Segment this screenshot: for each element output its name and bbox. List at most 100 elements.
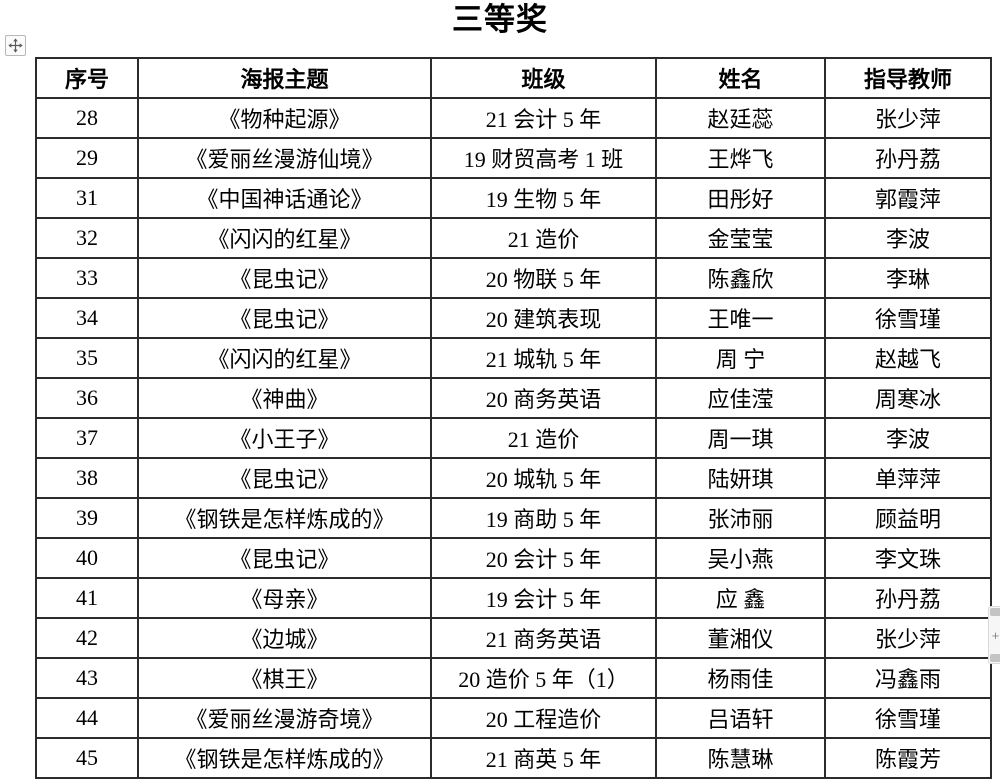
table-cell[interactable]: 王烨飞: [655, 137, 826, 179]
table-cell[interactable]: 张沛丽: [655, 497, 826, 539]
table-cell[interactable]: 杨雨佳: [655, 657, 826, 699]
table-cell[interactable]: 20 造价 5 年（1）: [430, 657, 657, 699]
table-cell[interactable]: 《神曲》: [137, 377, 432, 419]
table-cell[interactable]: 张少萍: [824, 97, 992, 139]
table-cell[interactable]: 44: [35, 697, 139, 739]
table-cell[interactable]: 32: [35, 217, 139, 259]
table-cell[interactable]: 31: [35, 177, 139, 219]
table-cell[interactable]: 陆妍琪: [655, 457, 826, 499]
table-cell[interactable]: 应佳滢: [655, 377, 826, 419]
table-cell[interactable]: 21 会计 5 年: [430, 97, 657, 139]
table-cell[interactable]: 张少萍: [824, 617, 992, 659]
table-cell[interactable]: 《昆虫记》: [137, 257, 432, 299]
table-cell[interactable]: 《中国神话通论》: [137, 177, 432, 219]
table-cell[interactable]: 45: [35, 737, 139, 779]
table-cell[interactable]: 《物种起源》: [137, 97, 432, 139]
header-serial[interactable]: 序号: [35, 57, 139, 99]
table-cell[interactable]: 郭霞萍: [824, 177, 992, 219]
table-cell[interactable]: 21 商务英语: [430, 617, 657, 659]
table-cell[interactable]: 田彤好: [655, 177, 826, 219]
table-cell[interactable]: 徐雪瑾: [824, 297, 992, 339]
table-cell[interactable]: 《边城》: [137, 617, 432, 659]
table-cell[interactable]: 33: [35, 257, 139, 299]
table-row: 28 《物种起源》 21 会计 5 年赵廷蕊 张少萍: [35, 97, 992, 139]
table-cell[interactable]: 周 宁: [655, 337, 826, 379]
table-cell[interactable]: 21 商英 5 年: [430, 737, 657, 779]
table-cell[interactable]: 陈鑫欣: [655, 257, 826, 299]
table-cell[interactable]: 37: [35, 417, 139, 459]
table-cell[interactable]: 孙丹荔: [824, 137, 992, 179]
table-cell[interactable]: 李波: [824, 417, 992, 459]
table-cell[interactable]: 《昆虫记》: [137, 457, 432, 499]
table-cell[interactable]: 20 建筑表现: [430, 297, 657, 339]
table-cell[interactable]: 34: [35, 297, 139, 339]
table-cell[interactable]: 《爱丽丝漫游奇境》: [137, 697, 432, 739]
table-cell[interactable]: 《母亲》: [137, 577, 432, 619]
page-title[interactable]: 三等奖: [452, 2, 548, 37]
table-cell[interactable]: 《闪闪的红星》: [137, 217, 432, 259]
table-cell[interactable]: 20 工程造价: [430, 697, 657, 739]
table-cell[interactable]: 36: [35, 377, 139, 419]
table-cell[interactable]: 陈霞芳: [824, 737, 992, 779]
header-poster-theme[interactable]: 海报主题: [137, 57, 432, 99]
header-class[interactable]: 班级: [430, 57, 657, 99]
table-cell[interactable]: 20 物联 5 年: [430, 257, 657, 299]
table-cell[interactable]: 20 会计 5 年: [430, 537, 657, 579]
table-cell[interactable]: 21 城轨 5 年: [430, 337, 657, 379]
table-cell[interactable]: 42: [35, 617, 139, 659]
table-cell[interactable]: 《昆虫记》: [137, 537, 432, 579]
table-cell[interactable]: 39: [35, 497, 139, 539]
header-advisor[interactable]: 指导教师: [824, 57, 992, 99]
table-cell[interactable]: 孙丹荔: [824, 577, 992, 619]
table-row: 44 《爱丽丝漫游奇境》 20 工程造价 吕语轩 徐雪瑾: [35, 697, 992, 739]
table-cell[interactable]: 李琳: [824, 257, 992, 299]
table-cell[interactable]: 40: [35, 537, 139, 579]
table-cell[interactable]: 《爱丽丝漫游仙境》: [137, 137, 432, 179]
table-row: 45 《钢铁是怎样炼成的》 21 商英 5 年陈慧琳 陈霞芳: [35, 737, 992, 779]
table-cell[interactable]: 19 商助 5 年: [430, 497, 657, 539]
table-row: 31 《中国神话通论》 19 生物 5 年田彤好 郭霞萍: [35, 177, 992, 219]
table-cell[interactable]: 王唯一: [655, 297, 826, 339]
table-cell[interactable]: 董湘仪: [655, 617, 826, 659]
table-cell[interactable]: 19 生物 5 年: [430, 177, 657, 219]
table-cell[interactable]: 《小王子》: [137, 417, 432, 459]
table-cell[interactable]: 19 财贸高考 1 班: [430, 137, 657, 179]
table-cell[interactable]: 应 鑫: [655, 577, 826, 619]
table-cell[interactable]: 19 会计 5 年: [430, 577, 657, 619]
table-cell[interactable]: 单萍萍: [824, 457, 992, 499]
table-cell[interactable]: 21 造价: [430, 217, 657, 259]
table-cell[interactable]: 《闪闪的红星》: [137, 337, 432, 379]
table-cell[interactable]: 陈慧琳: [655, 737, 826, 779]
table-cell[interactable]: 周一琪: [655, 417, 826, 459]
table-cell[interactable]: 28: [35, 97, 139, 139]
header-name[interactable]: 姓名: [655, 57, 826, 99]
table-cell[interactable]: 金莹莹: [655, 217, 826, 259]
table-cell[interactable]: 周寒冰: [824, 377, 992, 419]
table-cell[interactable]: 20 商务英语: [430, 377, 657, 419]
table-row: 42 《边城》 21 商务英语 董湘仪 张少萍: [35, 617, 992, 659]
table-cell[interactable]: 《昆虫记》: [137, 297, 432, 339]
table-cell[interactable]: 35: [35, 337, 139, 379]
table-cell[interactable]: 43: [35, 657, 139, 699]
table-cell[interactable]: 冯鑫雨: [824, 657, 992, 699]
table-cell[interactable]: 赵越飞: [824, 337, 992, 379]
table-cell[interactable]: 李波: [824, 217, 992, 259]
right-edge-plus-control[interactable]: +: [988, 606, 1000, 664]
table-cell[interactable]: 《棋王》: [137, 657, 432, 699]
table-cell[interactable]: 吕语轩: [655, 697, 826, 739]
table-cell[interactable]: 吴小燕: [655, 537, 826, 579]
table-cell[interactable]: 赵廷蕊: [655, 97, 826, 139]
table-cell[interactable]: 《钢铁是怎样炼成的》: [137, 737, 432, 779]
table-cell[interactable]: 顾益明: [824, 497, 992, 539]
table-cell[interactable]: 徐雪瑾: [824, 697, 992, 739]
table-header-row: 序号 海报主题 班级 姓名 指导教师: [35, 57, 992, 99]
table-cell[interactable]: 《钢铁是怎样炼成的》: [137, 497, 432, 539]
table-move-handle[interactable]: [5, 35, 26, 56]
table-cell[interactable]: 41: [35, 577, 139, 619]
table-cell[interactable]: 38: [35, 457, 139, 499]
table-cell[interactable]: 李文珠: [824, 537, 992, 579]
table-cell[interactable]: 21 造价: [430, 417, 657, 459]
table-cell[interactable]: 29: [35, 137, 139, 179]
table-cell[interactable]: 20 城轨 5 年: [430, 457, 657, 499]
table-row: 35 《闪闪的红星》 21 城轨 5 年周 宁赵越飞: [35, 337, 992, 379]
